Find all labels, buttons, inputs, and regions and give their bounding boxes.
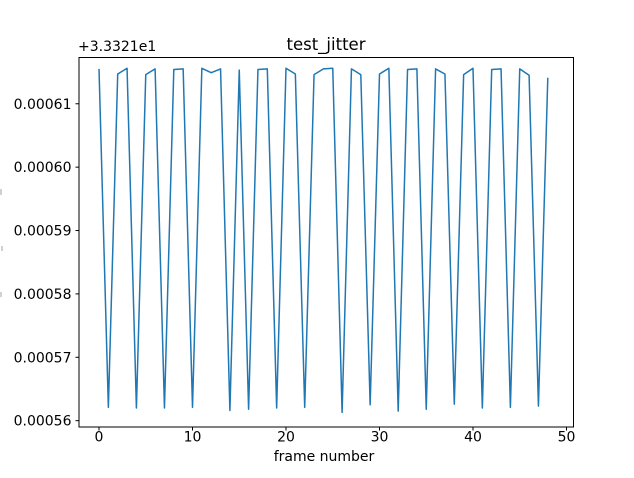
ylabel-clipped-fragment xyxy=(0,189,2,195)
x-tick-label: 40 xyxy=(464,430,482,446)
y-axis-ticks: 0.00056 0.00057 0.00058 0.00059 0.00060 0.000… xyxy=(14,97,79,430)
y-tick-label: 0.00059 xyxy=(14,224,72,240)
y-tick-label: 0.00058 xyxy=(14,287,72,303)
ylabel-clipped-fragment xyxy=(1,246,3,251)
plot-border xyxy=(78,57,574,428)
x-tick-label: 50 xyxy=(558,430,576,446)
data-line-series xyxy=(98,67,549,414)
x-tick-label: 0 xyxy=(95,430,104,446)
x-axis-ticks: 0 10 20 30 40 50 xyxy=(95,427,576,446)
x-tick-label: 10 xyxy=(184,430,202,446)
y-tick-label: 0.00056 xyxy=(14,414,72,430)
y-tick-label: 0.00060 xyxy=(14,160,72,176)
ylabel-clipped-fragment xyxy=(0,292,2,297)
y-tick-label: 0.00061 xyxy=(14,97,72,113)
y-tick-label: 0.00057 xyxy=(14,350,72,366)
y-axis-offset-text: +3.3321e1 xyxy=(78,39,156,55)
x-tick-label: 20 xyxy=(277,430,295,446)
chart-title: test_jitter xyxy=(287,35,366,55)
x-axis-label: frame number xyxy=(274,449,375,465)
x-tick-label: 30 xyxy=(371,430,389,446)
